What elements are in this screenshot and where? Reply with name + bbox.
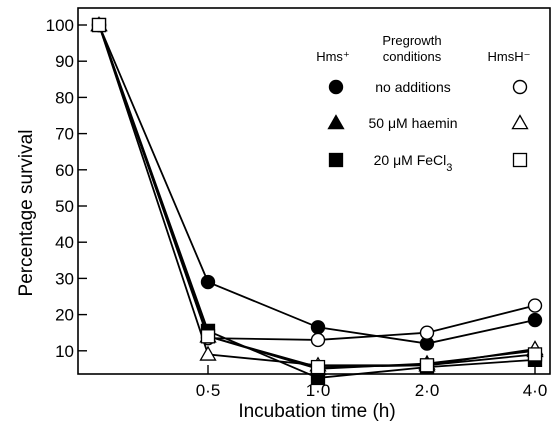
x-axis-title: Incubation time (h)	[238, 401, 395, 422]
legend-label: 50 μM haemin	[369, 115, 458, 131]
legend-label: no additions	[375, 79, 451, 95]
y-tick-label: 30	[55, 269, 74, 288]
y-tick-label: 100	[46, 16, 74, 35]
legend-marker	[328, 79, 344, 95]
y-tick-label: 80	[55, 88, 74, 107]
legend-label: 20 μM FeCl3	[374, 152, 453, 174]
data-point	[419, 325, 435, 340]
data-point	[527, 347, 543, 362]
data-point	[527, 298, 543, 313]
y-tick-label: 20	[55, 306, 74, 325]
series-line	[98, 24, 536, 345]
data-point	[527, 312, 543, 328]
series-line	[98, 24, 536, 370]
data-point	[310, 332, 326, 348]
series-line	[98, 24, 536, 341]
x-tick-label: 4·0	[523, 381, 548, 400]
legend-header-hms-plus: Hms⁺	[316, 49, 350, 64]
data-point	[200, 329, 216, 344]
data-point	[419, 358, 435, 373]
y-tick-label: 90	[55, 52, 74, 71]
legend-label-subscript: 3	[446, 162, 452, 174]
y-tick-label: 40	[55, 233, 74, 252]
x-tick-label: 1·0	[306, 381, 331, 400]
series-line	[98, 24, 536, 367]
legend-header-conditions: Pregrowth	[382, 33, 441, 48]
legend-marker	[327, 114, 345, 130]
legend-marker	[511, 114, 529, 130]
data-point	[310, 359, 326, 375]
y-tick-label: 50	[55, 197, 74, 216]
series-markers	[90, 16, 544, 386]
legend-marker	[512, 152, 528, 168]
legend-header-conditions: conditions	[383, 49, 442, 64]
data-point	[200, 274, 216, 290]
data-point	[310, 320, 326, 335]
x-tick-label: 0·5	[196, 381, 221, 400]
axes: 10 20 30 40 50 60 70 80 90 100 0·5 1·0 2·0 4·0	[46, 7, 551, 400]
y-tick-label: 10	[55, 342, 74, 361]
data-point	[199, 345, 217, 361]
y-tick-label: 70	[55, 125, 74, 144]
y-tick-label: 60	[55, 161, 74, 180]
legend-header-hmsh-minus: HmsH⁻	[488, 49, 531, 64]
x-tick-label: 2·0	[415, 381, 440, 400]
y-axis-title: Percentage survival	[16, 130, 37, 297]
legend-marker	[328, 152, 344, 168]
series-line	[98, 24, 536, 368]
data-point	[91, 17, 107, 33]
legend-marker	[512, 79, 528, 95]
